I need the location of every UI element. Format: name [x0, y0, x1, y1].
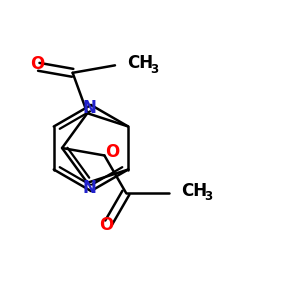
- Text: N: N: [82, 179, 96, 197]
- Text: O: O: [100, 217, 114, 235]
- Text: N: N: [82, 99, 96, 117]
- Text: CH: CH: [181, 182, 207, 200]
- Text: O: O: [30, 55, 44, 73]
- Text: 3: 3: [150, 63, 158, 76]
- Text: 3: 3: [204, 190, 212, 203]
- Text: O: O: [105, 143, 119, 161]
- Text: CH: CH: [127, 54, 153, 72]
